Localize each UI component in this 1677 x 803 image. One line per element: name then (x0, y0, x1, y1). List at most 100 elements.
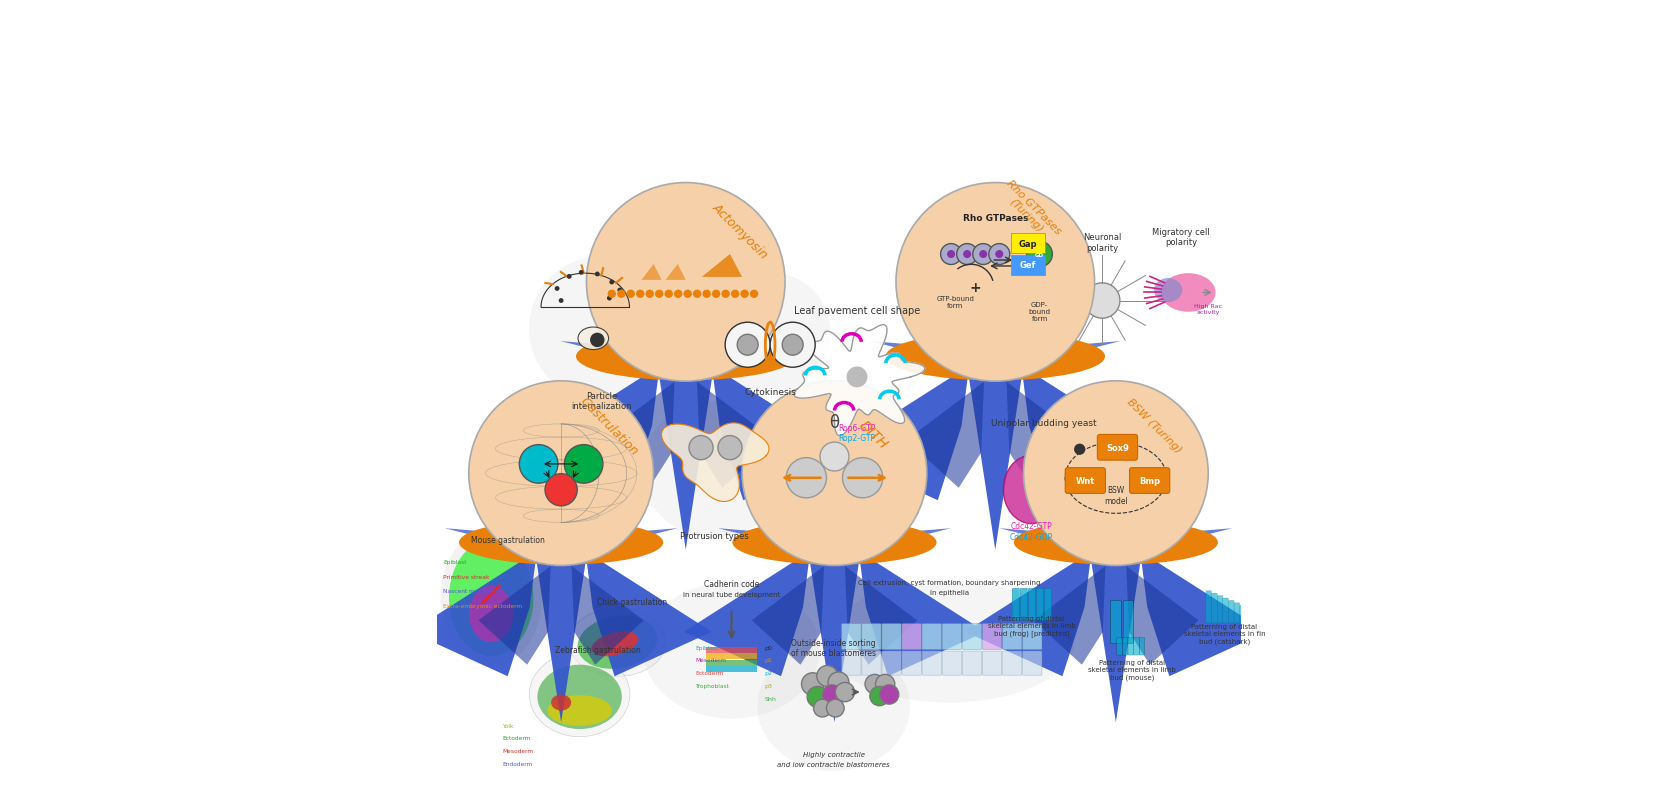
Circle shape (1023, 381, 1207, 566)
FancyBboxPatch shape (1129, 638, 1134, 655)
Circle shape (636, 290, 644, 299)
Ellipse shape (758, 642, 911, 771)
Text: Epiblast: Epiblast (443, 560, 466, 565)
FancyBboxPatch shape (1239, 605, 1246, 623)
Ellipse shape (552, 695, 572, 711)
Text: Gastrulation: Gastrulation (577, 394, 641, 457)
FancyBboxPatch shape (922, 651, 941, 675)
Ellipse shape (825, 582, 1073, 703)
Ellipse shape (569, 609, 666, 676)
Polygon shape (523, 366, 659, 500)
Circle shape (579, 271, 584, 275)
Ellipse shape (537, 665, 622, 729)
Ellipse shape (449, 540, 533, 657)
Polygon shape (579, 528, 678, 552)
FancyBboxPatch shape (1011, 256, 1045, 275)
Text: Actomyosin: Actomyosin (709, 201, 771, 261)
Polygon shape (808, 552, 860, 723)
Circle shape (693, 290, 701, 299)
Text: and low contractile blastomeres: and low contractile blastomeres (778, 761, 890, 767)
Text: Chick gastrulation: Chick gastrulation (597, 597, 667, 606)
Circle shape (822, 685, 842, 704)
Circle shape (718, 436, 741, 460)
Polygon shape (793, 325, 924, 436)
Circle shape (595, 272, 600, 277)
Text: Cadherin code: Cadherin code (704, 579, 760, 588)
FancyBboxPatch shape (1013, 589, 1020, 621)
Circle shape (817, 666, 838, 687)
Circle shape (609, 280, 614, 285)
FancyBboxPatch shape (1234, 603, 1239, 623)
FancyBboxPatch shape (842, 624, 860, 650)
Polygon shape (1090, 552, 1142, 723)
FancyBboxPatch shape (882, 624, 901, 650)
Polygon shape (661, 423, 770, 502)
FancyBboxPatch shape (1130, 468, 1171, 494)
Text: Neuronal
polarity: Neuronal polarity (1083, 233, 1122, 252)
Circle shape (674, 290, 683, 299)
FancyBboxPatch shape (706, 660, 758, 666)
Text: Highly contractile: Highly contractile (803, 752, 865, 757)
Text: Primitive streak: Primitive streak (443, 574, 490, 579)
FancyBboxPatch shape (1023, 624, 1041, 650)
Text: Protrusion types: Protrusion types (679, 532, 748, 540)
Ellipse shape (528, 257, 674, 402)
Polygon shape (1140, 552, 1266, 676)
Ellipse shape (470, 586, 513, 642)
Polygon shape (411, 552, 537, 676)
Text: of mouse blastomeres: of mouse blastomeres (792, 648, 875, 657)
Text: Zebrafish gastrulation: Zebrafish gastrulation (555, 645, 641, 654)
Text: p0: p0 (765, 645, 773, 650)
Circle shape (617, 290, 626, 299)
Polygon shape (1006, 382, 1083, 488)
Circle shape (1085, 283, 1120, 319)
FancyBboxPatch shape (983, 624, 1001, 650)
Circle shape (963, 251, 971, 259)
Circle shape (835, 683, 855, 702)
Polygon shape (585, 552, 711, 676)
Polygon shape (535, 552, 587, 723)
FancyBboxPatch shape (1134, 638, 1139, 655)
Polygon shape (704, 341, 812, 366)
Circle shape (989, 244, 1010, 265)
Circle shape (558, 299, 563, 304)
Circle shape (520, 445, 558, 483)
Circle shape (750, 290, 758, 299)
Polygon shape (657, 366, 714, 550)
FancyBboxPatch shape (862, 651, 880, 675)
Ellipse shape (1003, 456, 1060, 524)
Circle shape (870, 687, 889, 706)
Circle shape (956, 244, 978, 265)
Polygon shape (444, 528, 543, 552)
FancyBboxPatch shape (706, 647, 758, 653)
Circle shape (721, 290, 729, 299)
FancyBboxPatch shape (1045, 589, 1051, 621)
FancyBboxPatch shape (1003, 624, 1021, 650)
FancyBboxPatch shape (1122, 638, 1129, 655)
Circle shape (865, 675, 884, 694)
Circle shape (565, 445, 604, 483)
Text: Cdc42-GDP: Cdc42-GDP (1010, 532, 1053, 541)
Polygon shape (701, 255, 741, 278)
Circle shape (787, 458, 827, 498)
Circle shape (731, 290, 740, 299)
Text: Patterning of distal
skeletal elements in limb
bud (mouse): Patterning of distal skeletal elements i… (1088, 659, 1176, 680)
Text: Unipolar budding yeast: Unipolar budding yeast (991, 418, 1097, 427)
Circle shape (781, 335, 803, 356)
Polygon shape (833, 366, 969, 500)
Text: Leaf pavement cell shape: Leaf pavement cell shape (793, 306, 921, 316)
Text: Endoderm: Endoderm (503, 761, 533, 766)
Circle shape (684, 290, 693, 299)
Text: +: + (969, 280, 981, 295)
Text: Wnt: Wnt (1075, 476, 1095, 486)
Text: Migratory cell
polarity: Migratory cell polarity (1152, 227, 1209, 247)
Ellipse shape (642, 402, 787, 538)
Text: Shh: Shh (765, 696, 776, 701)
Text: Sox9: Sox9 (1107, 443, 1129, 452)
Text: Ectoderm: Ectoderm (696, 671, 724, 675)
FancyBboxPatch shape (862, 624, 880, 650)
Polygon shape (870, 341, 976, 366)
FancyBboxPatch shape (1206, 591, 1211, 623)
Text: Epiblast: Epiblast (696, 645, 719, 650)
Circle shape (875, 675, 896, 694)
